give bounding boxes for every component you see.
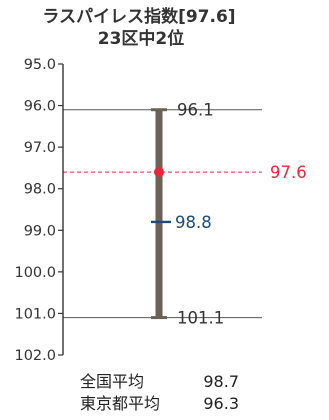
chart-marks: 96.1 101.1 98.8 — [151, 101, 224, 328]
value-point — [154, 167, 164, 178]
y-axis-ticks: 95.0 96.0 97.0 98.0 99.0 100.0 101.0 102.0 — [14, 57, 63, 364]
y-tick-label: 102.0 — [14, 348, 56, 364]
footer-value: 98.7 — [203, 372, 239, 391]
value-label: 97.6 — [270, 163, 307, 182]
chart-title-line1: ラスパイレス指数[97.6] — [42, 6, 235, 27]
y-tick-label: 98.0 — [24, 182, 56, 198]
footer-label: 全国平均 — [80, 372, 144, 391]
footer-stats: 全国平均 98.7 東京都平均 96.3 — [80, 372, 239, 413]
y-tick-label: 97.0 — [24, 140, 56, 156]
y-tick-label: 96.0 — [24, 99, 56, 115]
footer-value: 96.3 — [203, 394, 239, 413]
y-tick-label: 101.0 — [14, 306, 56, 322]
range-max-label: 96.1 — [177, 101, 214, 120]
range-bar — [155, 109, 163, 318]
footer-label: 東京都平均 — [80, 394, 160, 413]
range-min-label: 101.1 — [177, 309, 224, 328]
y-tick-label: 99.0 — [24, 223, 56, 239]
average-label: 98.8 — [175, 213, 212, 232]
y-tick-label: 95.0 — [24, 57, 56, 73]
y-tick-label: 100.0 — [14, 265, 56, 281]
chart-title-line2: 23区中2位 — [98, 28, 185, 49]
